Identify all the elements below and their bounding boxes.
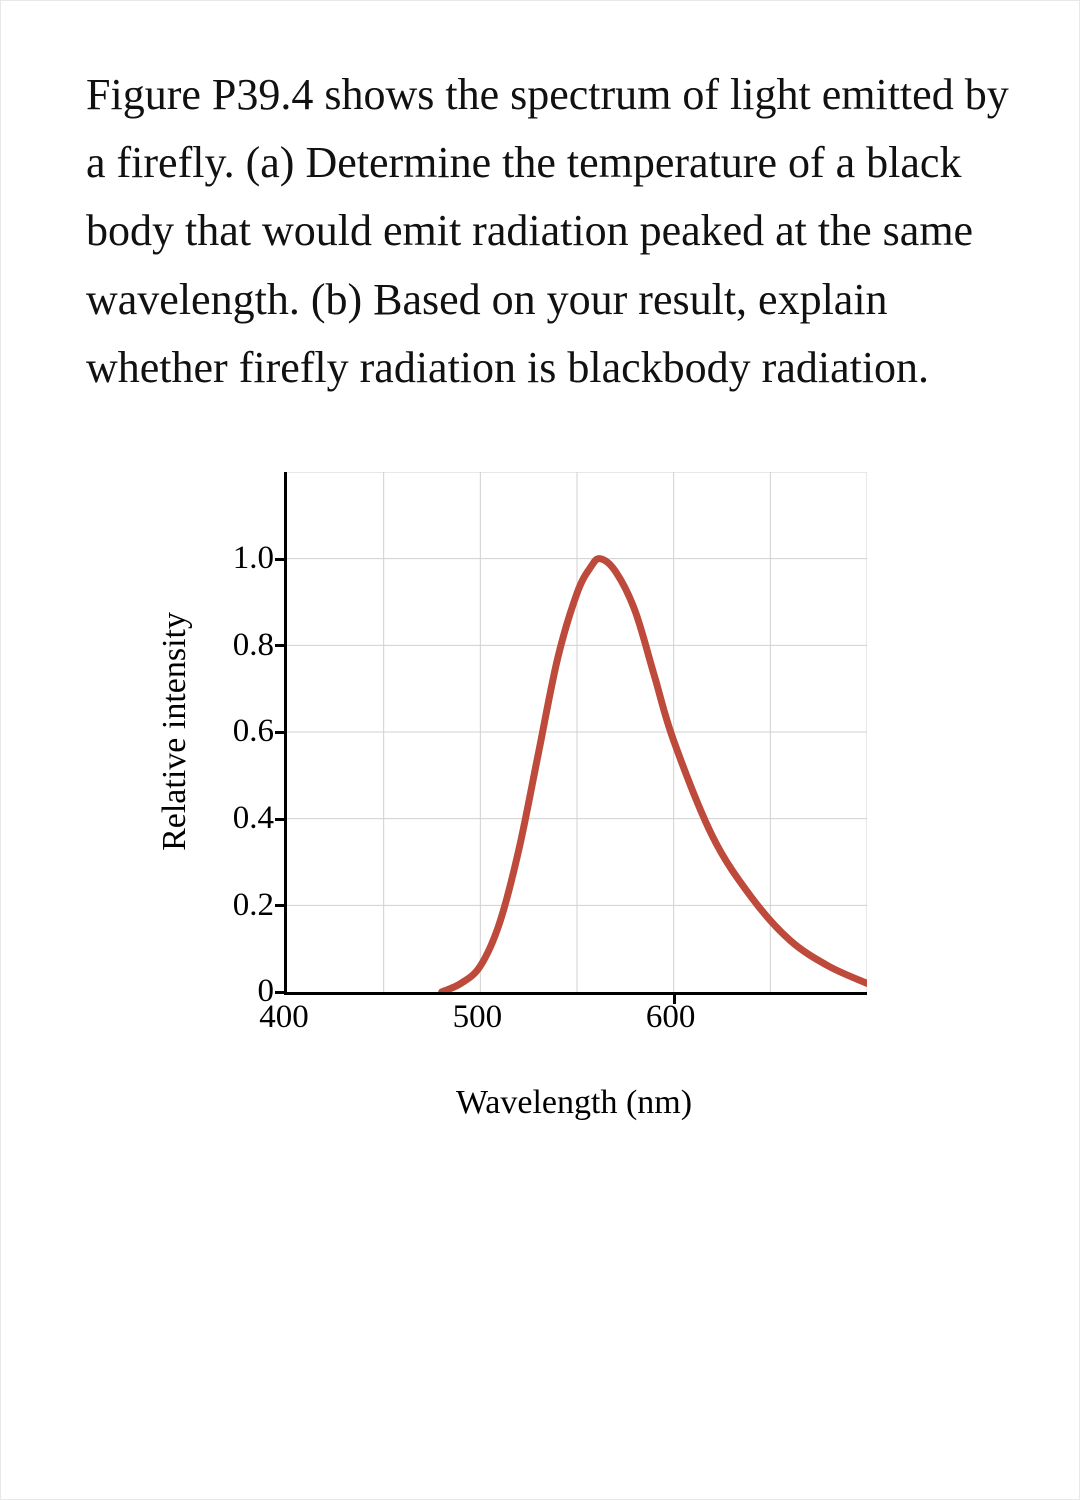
y-axis-label: Relative intensity <box>156 612 194 851</box>
page: Figure P39.4 shows the spectrum of light… <box>0 0 1080 1500</box>
chart-svg <box>287 472 867 992</box>
problem-text: Figure P39.4 shows the spectrum of light… <box>86 61 1009 402</box>
y-tick-mark <box>275 904 287 907</box>
y-tick-mark <box>275 991 287 994</box>
y-tick-mark <box>275 644 287 647</box>
plot-column: 00.20.40.60.81.0 400500600 Wavelength (n… <box>204 472 867 1122</box>
figure: Relative intensity 00.20.40.60.81.0 4005… <box>156 472 1009 1122</box>
y-axis-label-container: Relative intensity <box>156 472 194 992</box>
y-tick-label: 0.6 <box>233 715 274 748</box>
y-tick-label: 0.2 <box>233 889 274 922</box>
y-tick-mark <box>275 731 287 734</box>
x-axis-label: Wavelength (nm) <box>284 1084 864 1122</box>
x-tick-label: 500 <box>453 1001 503 1034</box>
plot-row: 00.20.40.60.81.0 <box>204 472 867 995</box>
plot-area <box>284 472 867 995</box>
x-tick-label: 600 <box>646 1001 696 1034</box>
x-tick-label: 400 <box>259 1001 309 1034</box>
spectrum-curve <box>442 559 867 992</box>
y-axis-ticks: 00.20.40.60.81.0 <box>204 472 274 992</box>
y-tick-label: 0.4 <box>233 802 274 835</box>
y-tick-mark <box>275 818 287 821</box>
y-tick-label: 0.8 <box>233 629 274 662</box>
y-tick-mark <box>275 558 287 561</box>
x-axis-ticks: 400500600 <box>284 1001 864 1038</box>
y-tick-label: 1.0 <box>233 542 274 575</box>
